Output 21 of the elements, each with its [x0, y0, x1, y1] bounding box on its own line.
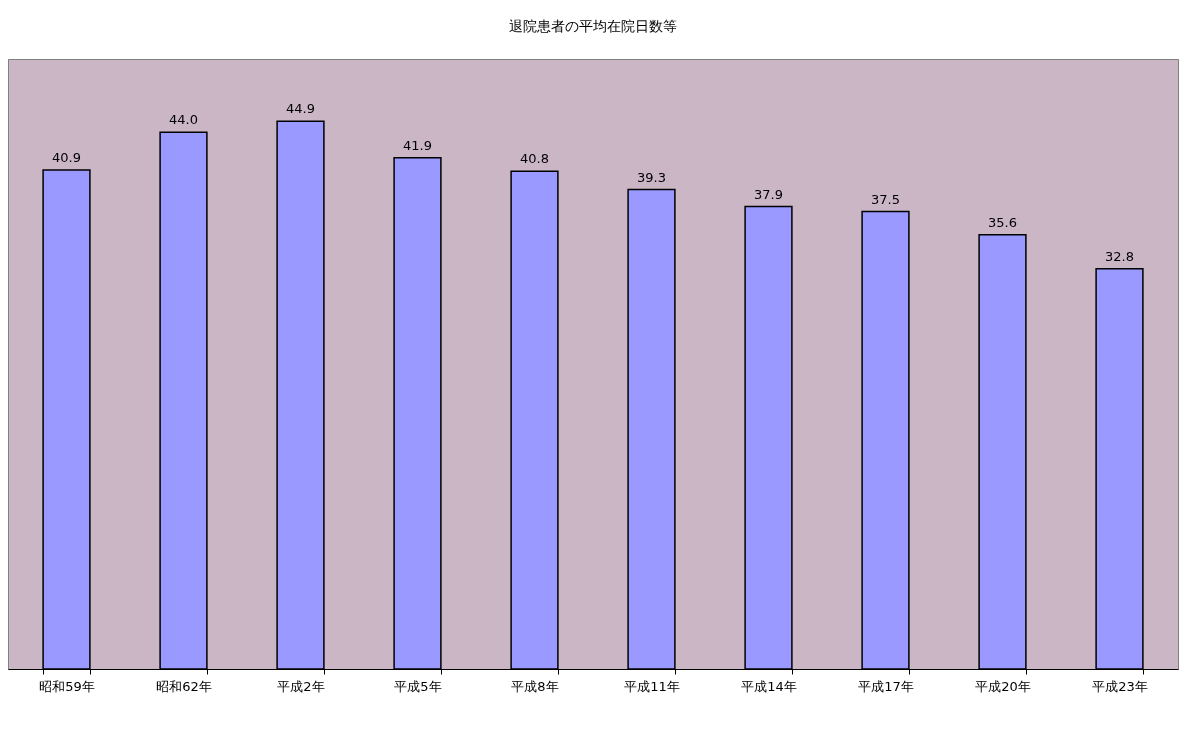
- x-tick-label: 昭和59年: [39, 678, 95, 694]
- x-tick-label: 平成17年: [858, 678, 914, 694]
- x-tick-label: 昭和62年: [156, 678, 212, 694]
- x-tick-label: 平成5年: [394, 678, 442, 694]
- x-tick-label: 平成2年: [277, 678, 325, 694]
- data-label: 39.3: [637, 169, 666, 185]
- data-label: 37.9: [754, 186, 783, 202]
- x-tick-label: 平成23年: [1092, 678, 1148, 694]
- data-label: 41.9: [403, 137, 432, 153]
- data-label: 37.5: [871, 191, 900, 207]
- x-tick-label: 平成8年: [511, 678, 559, 694]
- x-tick-label: 平成14年: [741, 678, 797, 694]
- x-tick-label: 平成20年: [975, 678, 1031, 694]
- data-label: 40.9: [52, 150, 81, 166]
- data-label: 35.6: [988, 214, 1017, 230]
- x-tick-label: 平成11年: [624, 678, 680, 694]
- chart-title: 退院患者の平均在院日数等: [509, 18, 677, 34]
- data-label: 44.0: [169, 112, 198, 128]
- data-label: 32.8: [1105, 248, 1134, 264]
- data-label: 40.8: [520, 151, 549, 167]
- data-label: 44.9: [286, 101, 315, 117]
